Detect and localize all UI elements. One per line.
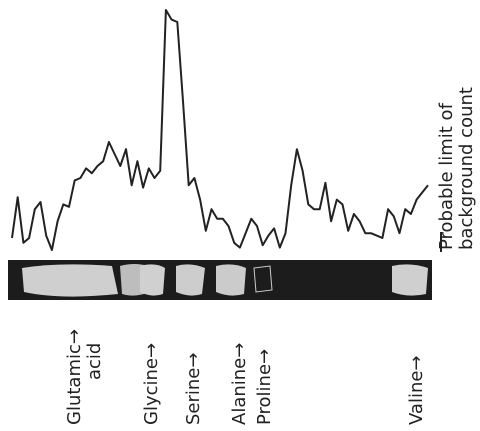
amino-acid-label: Alanine→ <box>229 343 250 425</box>
amino-acid-label: Valine→ <box>406 355 427 425</box>
amino-acid-label: acid <box>84 343 105 380</box>
spot <box>216 264 246 295</box>
background-note: background count <box>456 87 477 250</box>
amino-acid-label: Glutamic→ <box>64 329 85 425</box>
figure: Glutamic→acid Glycine→ Serine→ Alanine→Prol… <box>0 0 480 431</box>
spot <box>176 264 205 295</box>
amino-acid-label: Serine→ <box>183 353 204 425</box>
background-note: Probable limit of <box>436 102 457 250</box>
spot <box>392 264 428 295</box>
chromatogram-strip <box>8 260 432 300</box>
spot <box>22 264 118 296</box>
amino-acid-label: Proline→ <box>254 349 275 425</box>
spot <box>140 264 165 295</box>
trace-line <box>12 10 428 250</box>
amino-acid-label: Glycine→ <box>141 343 162 425</box>
